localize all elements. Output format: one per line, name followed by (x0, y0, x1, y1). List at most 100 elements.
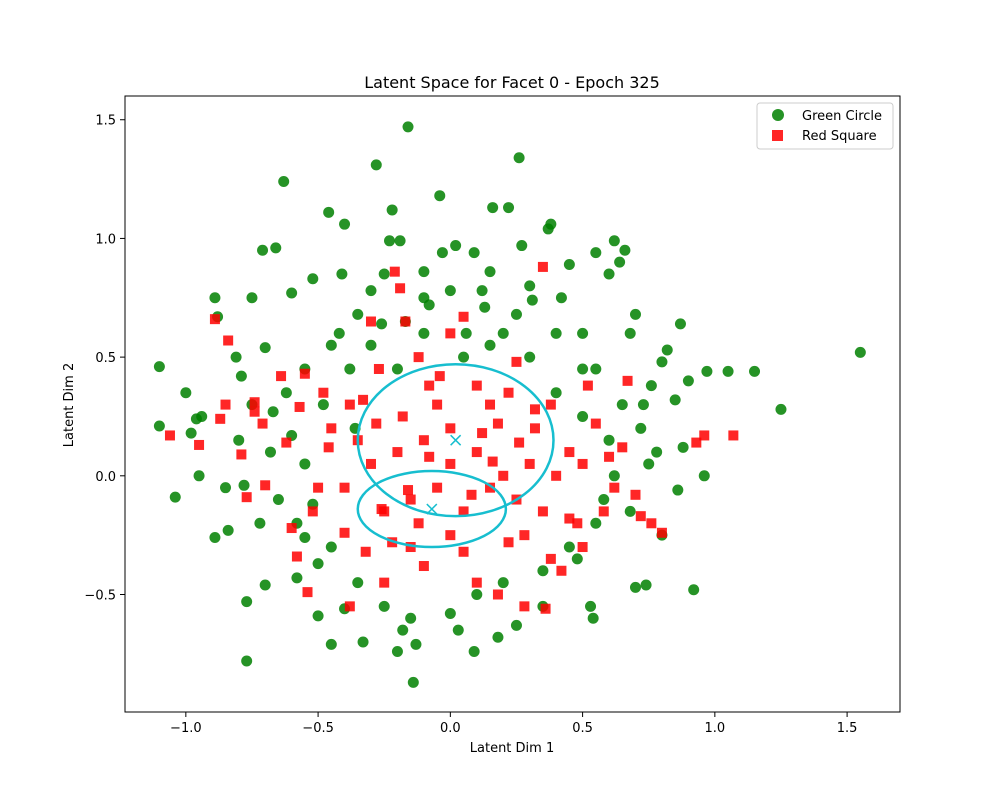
y-axis-label: Latent Dim 2 (62, 363, 77, 447)
green-circle-point (616, 399, 628, 411)
green-circle-point (619, 244, 631, 256)
green-circle-point (682, 375, 694, 387)
chart-title: Latent Space for Facet 0 - Epoch 325 (364, 73, 660, 92)
green-circle-point (336, 268, 348, 280)
red-square-point (286, 523, 297, 534)
red-square-point (445, 458, 456, 469)
red-square-point (318, 387, 329, 398)
green-circle-point (209, 532, 221, 544)
green-circle-point (376, 318, 388, 330)
green-circle-point (510, 619, 522, 631)
red-square-point (656, 527, 667, 538)
green-circle-point (484, 266, 496, 278)
green-circle-point (270, 242, 282, 254)
red-square-point (492, 418, 503, 429)
green-circle-point (492, 631, 504, 643)
green-circle-point (233, 434, 245, 446)
cluster-ellipse (356, 469, 508, 549)
red-square-point (418, 435, 429, 446)
green-circle-point (259, 579, 271, 591)
centroid-layer (426, 434, 462, 515)
green-circle-point (614, 256, 626, 268)
green-circle-point (384, 235, 396, 247)
red-square-point (498, 470, 509, 481)
red-square-point (358, 394, 369, 405)
green-circle-point (325, 339, 337, 351)
red-square-point (471, 577, 482, 588)
red-square-point (445, 328, 456, 339)
red-square-point (302, 587, 313, 598)
green-circle-point (513, 152, 525, 164)
green-circle-point (394, 235, 406, 247)
red-square-point (471, 447, 482, 458)
green-circle-point (434, 190, 446, 202)
green-circle-point (608, 235, 620, 247)
green-circle-point (484, 339, 496, 351)
red-square-point (294, 401, 305, 412)
plot-frame (124, 95, 901, 713)
red-square-point (503, 387, 514, 398)
green-circle-point (635, 422, 647, 434)
green-circle-point (637, 399, 649, 411)
red-square-point (281, 437, 292, 448)
red-square-point (477, 428, 488, 439)
green-circle-point (444, 607, 456, 619)
red-square-point (326, 423, 337, 434)
green-circle-point (241, 655, 253, 667)
red-square-point (524, 458, 535, 469)
green-circle-point (391, 645, 403, 657)
legend-label-red-square: Red Square (802, 129, 877, 144)
green-circle-point (775, 403, 787, 415)
green-circle-point (378, 600, 390, 612)
green-circle-point (698, 470, 710, 482)
green-circle-point (407, 676, 419, 688)
red-square-point (458, 546, 469, 557)
red-square-point (405, 494, 416, 505)
green-circle-point (235, 370, 247, 382)
green-circle-point (452, 624, 464, 636)
green-circle-point (476, 285, 488, 297)
green-circle-point (405, 612, 417, 624)
x-tick-label: 0.0 (440, 721, 461, 736)
red-square-point (373, 363, 384, 374)
x-tick-label: 1.0 (705, 721, 726, 736)
red-square-point (418, 561, 429, 572)
green-circle-point (450, 240, 462, 252)
green-circle-point (503, 202, 515, 214)
green-circle-point (550, 387, 562, 399)
red-square-point (598, 506, 609, 517)
green-circle-point (545, 218, 557, 230)
green-circle-point (603, 268, 615, 280)
green-circle-point (391, 363, 403, 375)
green-circle-point (624, 505, 636, 517)
green-circle-point (317, 399, 329, 411)
green-circle-point (220, 482, 232, 494)
red-square-point (551, 470, 562, 481)
green-circle-point (299, 532, 311, 544)
green-circle-point (577, 410, 589, 422)
green-circle-point (180, 387, 192, 399)
red-square-point (485, 482, 496, 493)
green-circle-point (643, 458, 655, 470)
red-square-point (249, 406, 260, 417)
red-square-point (376, 504, 387, 515)
green-circle-point (598, 494, 610, 506)
red-square-point (529, 404, 540, 415)
red-square-point (397, 411, 408, 422)
red-square-point (577, 542, 588, 553)
green-circle-point (418, 327, 430, 339)
green-circle-point (272, 494, 284, 506)
red-square-point (545, 553, 556, 564)
red-square-point (339, 482, 350, 493)
green-circle-point (526, 294, 538, 306)
red-square-point (164, 430, 175, 441)
green-circle-point (312, 610, 324, 622)
green-circle-point (677, 441, 689, 453)
green-circle-point (487, 202, 499, 214)
red-square-point (365, 316, 376, 327)
green-circle-point (669, 394, 681, 406)
green-circle-point (468, 247, 480, 259)
red-square-point (307, 506, 318, 517)
green-circle-point (563, 541, 575, 553)
cluster-ellipse (356, 362, 555, 518)
